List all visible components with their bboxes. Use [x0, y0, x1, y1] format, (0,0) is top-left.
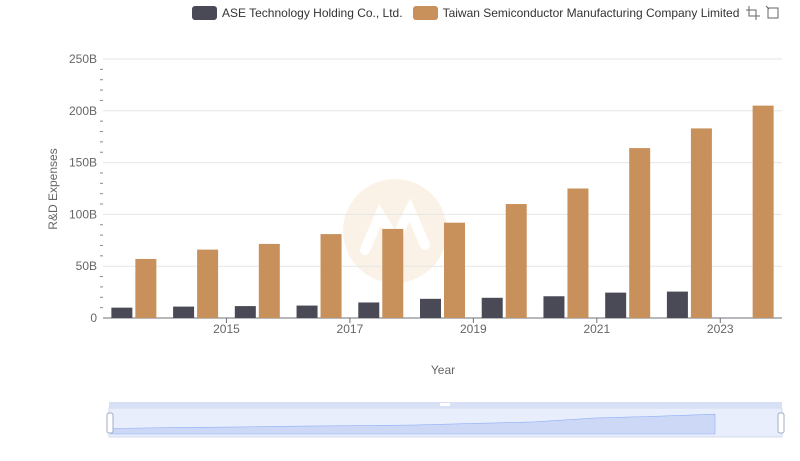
bar-tsmc[interactable] — [320, 234, 342, 318]
bar-ase[interactable] — [296, 305, 318, 318]
bar-ase[interactable] — [481, 297, 503, 318]
x-tick-label: 2017 — [337, 322, 364, 336]
bars — [111, 105, 774, 319]
bar-tsmc[interactable] — [258, 243, 280, 318]
data-zoom-slider[interactable] — [106, 402, 785, 438]
y-tick-label: 200B — [69, 104, 97, 118]
bar-ase[interactable] — [234, 306, 256, 318]
x-tick-label: 2021 — [583, 322, 610, 336]
x-tick-label: 2023 — [707, 322, 734, 336]
legend: ASE Technology Holding Co., Ltd. Taiwan … — [192, 4, 749, 22]
data-zoom-left-handle[interactable] — [106, 412, 114, 434]
y-axis: 0 50B 100B 150B 200B 250B — [69, 52, 103, 325]
bar-ase[interactable] — [111, 307, 133, 318]
bar-ase[interactable] — [173, 306, 195, 318]
data-zoom-right-handle[interactable] — [777, 412, 785, 434]
y-tick-label: 250B — [69, 52, 97, 66]
bar-tsmc[interactable] — [382, 228, 404, 318]
bar-ase[interactable] — [666, 291, 688, 318]
bar-tsmc[interactable] — [629, 148, 651, 318]
x-axis: 2015 2017 2019 2021 2023 — [103, 317, 782, 336]
legend-label-tsmc: Taiwan Semiconductor Manufacturing Compa… — [442, 6, 740, 20]
bar-tsmc[interactable] — [505, 204, 527, 318]
legend-swatch-tsmc — [412, 6, 438, 20]
bar-tsmc[interactable] — [135, 258, 157, 318]
y-tick-label: 50B — [76, 259, 97, 273]
toolbox — [745, 5, 785, 21]
bar-tsmc[interactable] — [752, 105, 774, 319]
x-axis-title: Year — [431, 363, 455, 377]
zoom-icon[interactable] — [745, 5, 761, 21]
x-tick-label: 2015 — [213, 322, 240, 336]
data-zoom-grip-icon[interactable] — [440, 403, 450, 406]
bar-tsmc[interactable] — [444, 222, 465, 318]
y-axis-title: R&D Expenses — [46, 148, 60, 229]
bar-ase[interactable] — [543, 296, 565, 318]
bar-tsmc[interactable] — [197, 249, 219, 318]
legend-item-tsmc[interactable]: Taiwan Semiconductor Manufacturing Compa… — [412, 6, 740, 20]
bar-ase[interactable] — [420, 298, 441, 318]
data-zoom-preview-area — [110, 413, 716, 435]
bar-ase[interactable] — [358, 302, 380, 318]
y-tick-label: 0 — [90, 311, 97, 325]
legend-swatch-ase — [192, 6, 217, 20]
bar-ase[interactable] — [605, 292, 627, 318]
bar-tsmc[interactable] — [690, 128, 712, 318]
bar-tsmc[interactable] — [567, 188, 589, 319]
x-tick-label: 2019 — [460, 322, 487, 336]
legend-item-ase[interactable]: ASE Technology Holding Co., Ltd. — [192, 6, 403, 20]
restore-icon[interactable] — [765, 5, 781, 21]
y-tick-label: 150B — [69, 156, 97, 170]
y-tick-label: 100B — [69, 207, 97, 221]
legend-label-ase: ASE Technology Holding Co., Ltd. — [222, 6, 403, 20]
